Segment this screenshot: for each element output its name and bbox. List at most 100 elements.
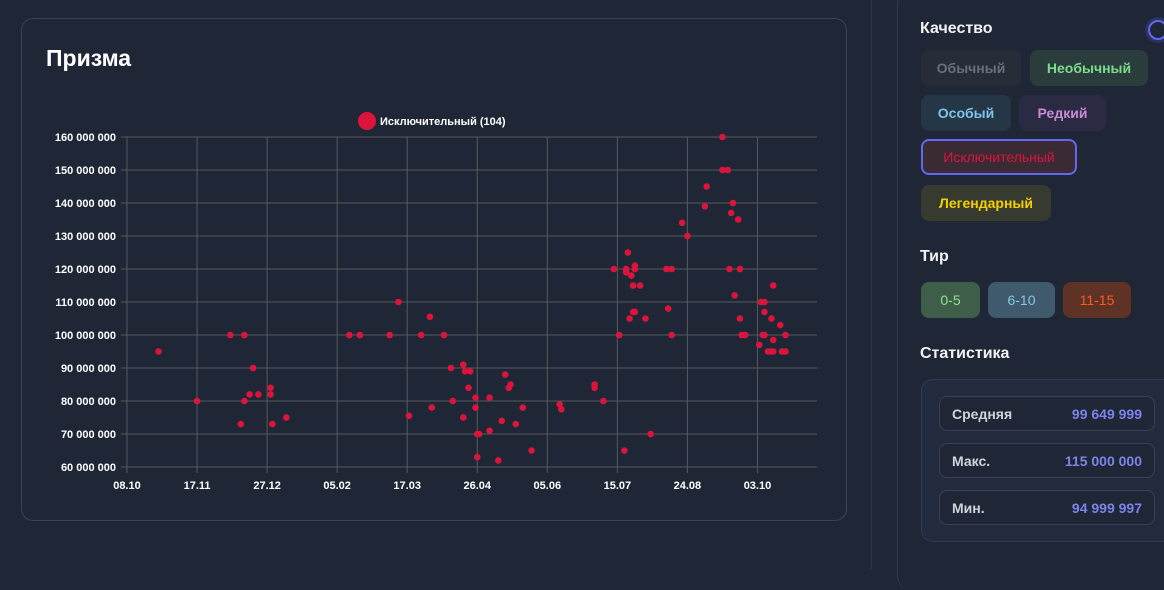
data-point	[501, 371, 509, 378]
y-tick-label: 130 000 000	[55, 231, 116, 243]
data-point	[465, 384, 472, 392]
data-point	[726, 265, 733, 273]
data-point	[703, 183, 710, 190]
data-point	[761, 331, 768, 339]
data-point	[776, 321, 784, 329]
y-tick-label: 100 000 000	[55, 330, 116, 342]
stat-max: Макс. 115 000 000	[939, 443, 1155, 478]
stat-label: Макс.	[952, 452, 991, 469]
data-point	[624, 249, 632, 256]
y-tick-label: 150 000 000	[55, 165, 116, 177]
data-point	[600, 397, 607, 405]
data-point	[461, 368, 469, 375]
quality-chip[interactable]: Необычный	[1030, 50, 1148, 86]
data-point	[558, 405, 565, 413]
data-point	[246, 391, 253, 398]
data-point	[731, 292, 738, 299]
data-point	[719, 133, 726, 141]
quality-chip[interactable]: Исключительный	[921, 139, 1077, 175]
data-point	[519, 404, 527, 411]
quality-chip[interactable]: Особый	[921, 95, 1011, 131]
stat-average: Средняя 99 649 999	[939, 396, 1155, 431]
data-point	[466, 368, 474, 375]
data-point	[764, 348, 772, 355]
data-point	[729, 199, 737, 207]
legend-label: Исключительный (104)	[380, 116, 506, 128]
data-point	[621, 447, 628, 454]
data-point	[668, 331, 675, 339]
data-point	[486, 427, 493, 435]
data-point	[267, 391, 274, 398]
filter-panel	[897, 0, 1164, 590]
quality-title: Качество	[920, 20, 993, 37]
data-point	[719, 166, 726, 174]
tier-chip[interactable]: 6-10	[988, 282, 1055, 318]
data-point	[755, 341, 763, 349]
quality-chip[interactable]: Легендарный	[921, 185, 1051, 221]
data-point	[610, 265, 618, 273]
data-point	[475, 430, 483, 438]
data-point	[472, 404, 479, 411]
data-point	[769, 348, 777, 355]
quality-chip[interactable]: Обычный	[921, 50, 1021, 86]
data-point	[417, 331, 425, 339]
stat-min: Мин. 94 999 997	[939, 490, 1155, 525]
y-tick-label: 110 000 000	[55, 297, 116, 309]
data-point	[701, 203, 709, 210]
y-tick-label: 120 000 000	[55, 264, 116, 276]
data-point	[782, 348, 789, 355]
data-point	[628, 272, 635, 279]
data-point	[428, 404, 436, 411]
data-point	[782, 331, 789, 339]
data-point	[405, 412, 413, 420]
data-point	[494, 457, 502, 464]
divider	[871, 0, 872, 569]
y-tick-label: 80 000 000	[61, 396, 116, 408]
data-point	[668, 265, 675, 273]
data-point	[734, 216, 742, 223]
y-tick-label: 60 000 000	[61, 462, 116, 474]
data-point	[741, 331, 749, 339]
data-point	[459, 414, 467, 421]
data-point	[486, 394, 493, 402]
quality-chip[interactable]: Редкий	[1019, 95, 1106, 131]
x-tick-label: 05.02	[323, 480, 351, 492]
data-point	[449, 397, 457, 405]
data-point	[255, 391, 262, 398]
data-point	[473, 453, 481, 461]
x-tick-label: 17.11	[184, 480, 211, 492]
data-point	[622, 269, 630, 276]
data-point	[472, 394, 479, 402]
data-point	[724, 166, 731, 174]
stat-value: 94 999 997	[1071, 499, 1142, 516]
data-point	[631, 265, 639, 273]
data-point	[395, 298, 402, 306]
data-point	[459, 361, 467, 369]
data-point	[664, 305, 672, 312]
data-point	[249, 364, 257, 372]
data-point	[269, 420, 276, 428]
data-point	[155, 348, 162, 355]
tier-chip[interactable]: 0-5	[921, 282, 980, 318]
data-point	[267, 384, 274, 392]
x-tick-label: 26.04	[463, 480, 491, 492]
stat-value: 115 000 000	[1064, 452, 1142, 469]
data-point	[528, 447, 535, 454]
data-point	[426, 313, 434, 321]
y-tick-label: 160 000 000	[55, 132, 116, 144]
data-point	[241, 397, 248, 405]
data-point	[642, 315, 649, 322]
data-point	[507, 381, 514, 388]
x-tick-label: 15.07	[604, 480, 632, 492]
stat-value: 99 649 999	[1071, 405, 1142, 422]
data-point	[440, 331, 448, 339]
data-point	[356, 331, 364, 339]
data-point	[615, 331, 623, 339]
data-point	[736, 265, 744, 273]
data-point	[647, 430, 654, 438]
info-icon[interactable]	[1148, 20, 1164, 40]
tier-chip[interactable]: 11-15	[1063, 282, 1131, 318]
data-point	[591, 384, 598, 392]
data-point	[736, 315, 744, 322]
x-tick-label: 08.10	[113, 480, 141, 492]
